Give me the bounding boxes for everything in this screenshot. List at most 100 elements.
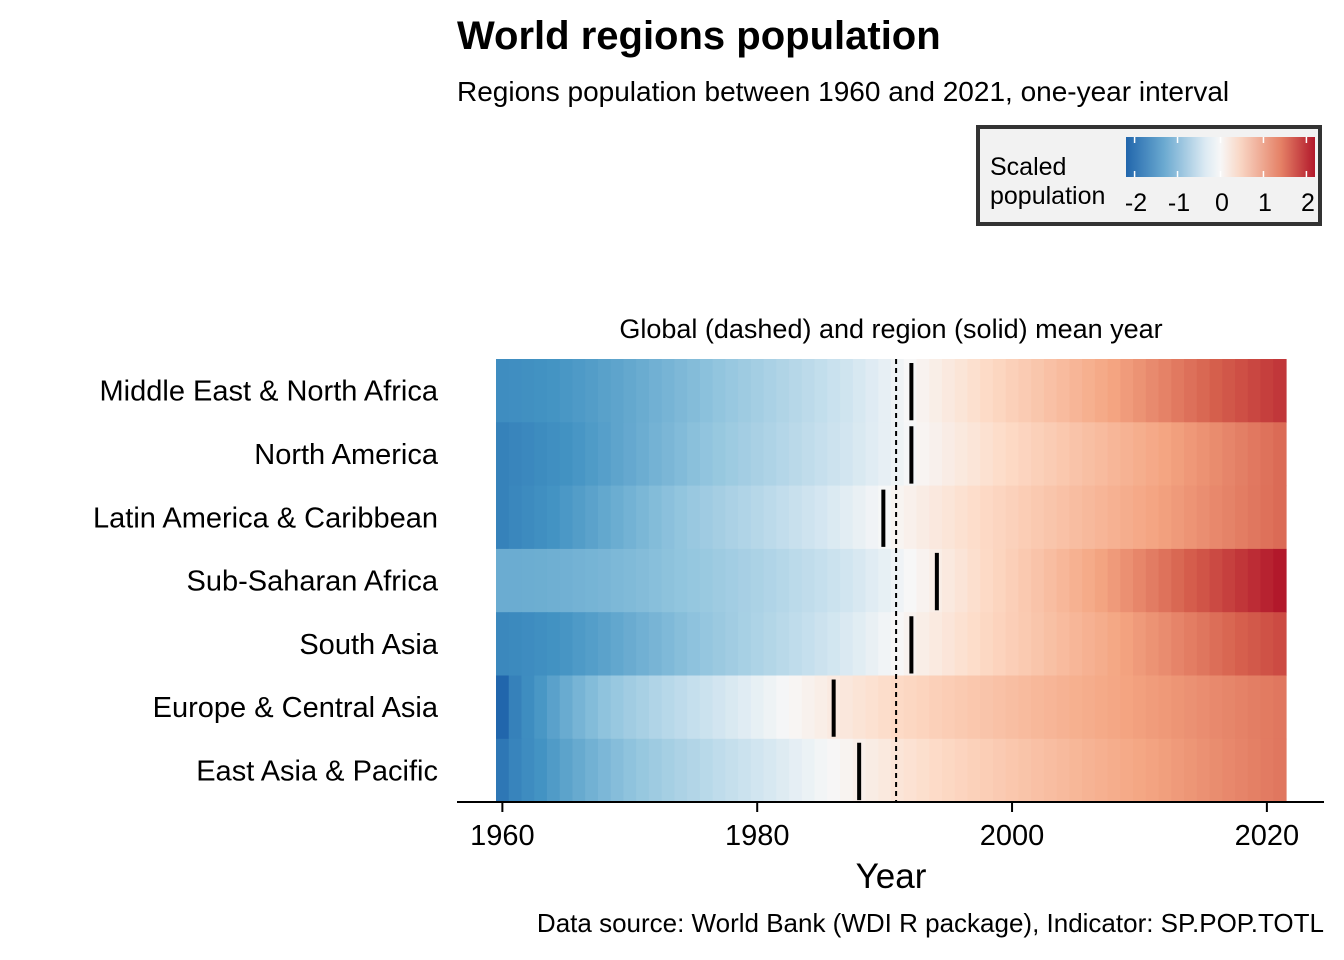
- heatmap-cell: [750, 675, 765, 740]
- heatmap-cell: [1094, 612, 1109, 677]
- heatmap-cell: [1158, 675, 1172, 740]
- heatmap-cell: [623, 612, 637, 677]
- heatmap-cell: [1120, 738, 1134, 803]
- heatmap-cell: [1120, 612, 1134, 677]
- heatmap-cell: [992, 485, 1007, 550]
- heatmap-cell: [980, 675, 994, 740]
- heatmap-cell: [814, 422, 828, 487]
- heatmap-cell: [1209, 738, 1223, 803]
- heatmap-cell: [891, 548, 905, 613]
- heatmap-cell: [725, 612, 739, 677]
- heatmap-cell: [980, 548, 994, 613]
- heatmap-cell: [1120, 548, 1134, 613]
- heatmap-cell: [534, 612, 548, 677]
- heatmap-cell: [559, 675, 574, 740]
- heatmap-cell: [1273, 612, 1287, 677]
- heatmap-cell: [1031, 675, 1045, 740]
- heatmap-cell: [1094, 548, 1109, 613]
- heatmap-cell: [687, 548, 701, 613]
- heatmap-cell: [801, 359, 816, 423]
- heatmap-cell: [967, 738, 981, 803]
- heatmap-cell: [992, 359, 1007, 423]
- heatmap-cell: [1043, 675, 1058, 740]
- heatmap-cell: [572, 485, 586, 550]
- heatmap-cell: [648, 422, 663, 487]
- heatmap-cell: [878, 612, 892, 677]
- heatmap-cell: [699, 548, 714, 613]
- legend-tick-label: 1: [1258, 189, 1272, 217]
- heatmap-cell: [941, 612, 956, 677]
- heatmap-cell: [840, 485, 854, 550]
- heatmap-cell: [508, 675, 523, 740]
- heatmap-cell: [1184, 359, 1198, 423]
- heatmap-cell: [1145, 485, 1160, 550]
- heatmap-cell: [852, 548, 867, 613]
- heatmap-cell: [1222, 738, 1236, 803]
- heatmap-cell: [712, 485, 726, 550]
- heatmap-cell: [852, 485, 867, 550]
- heatmap-cell: [1260, 485, 1274, 550]
- heatmap-cell: [980, 612, 994, 677]
- heatmap-cell: [738, 359, 752, 423]
- legend-colorbar: [1126, 137, 1315, 177]
- legend-tick-label: -2: [1124, 189, 1148, 217]
- heatmap-cell: [636, 485, 650, 550]
- heatmap-cell: [648, 359, 663, 423]
- heatmap-cell: [1043, 548, 1058, 613]
- heatmap-cell: [623, 675, 637, 740]
- heatmap-cell: [967, 548, 981, 613]
- heatmap-cell: [992, 738, 1007, 803]
- heatmap-cell: [763, 612, 777, 677]
- heatmap-cell: [585, 359, 599, 423]
- heatmap-cell: [1235, 485, 1249, 550]
- heatmap-cell: [903, 548, 918, 613]
- heatmap-cell: [827, 612, 841, 677]
- heatmap-cell: [1107, 675, 1121, 740]
- heatmap-cell: [572, 359, 586, 423]
- heatmap-cell: [1235, 738, 1249, 803]
- heatmap-cell: [610, 422, 625, 487]
- heatmap-cell: [763, 738, 777, 803]
- heatmap-cell: [508, 548, 523, 613]
- heatmap-cell: [1069, 485, 1083, 550]
- heatmap-cell: [916, 485, 930, 550]
- heatmap-cell: [572, 422, 586, 487]
- heatmap-cell: [521, 422, 535, 487]
- heatmap-cell: [916, 675, 930, 740]
- heatmap-cell: [1196, 548, 1211, 613]
- heatmap-cell: [496, 675, 510, 740]
- heatmap-cell: [827, 485, 841, 550]
- heatmap-cell: [827, 359, 841, 423]
- x-axis-tick-label: 2000: [980, 820, 1045, 852]
- heatmap-cell: [1133, 612, 1147, 677]
- heatmap-cell: [546, 675, 561, 740]
- heatmap-cell: [801, 485, 816, 550]
- heatmap-cell: [801, 738, 816, 803]
- heatmap-cell: [941, 422, 956, 487]
- chart-title: World regions population: [457, 14, 941, 58]
- legend-tick-label: 2: [1301, 189, 1315, 217]
- heatmap-cell: [929, 359, 943, 423]
- heatmap-cell: [1222, 359, 1236, 423]
- heatmap-cell: [1043, 612, 1058, 677]
- heatmap-cell: [1056, 359, 1070, 423]
- heatmap-cell: [1133, 422, 1147, 487]
- heatmap-cell: [725, 675, 739, 740]
- heatmap-cell: [661, 548, 675, 613]
- heatmap-cell: [1082, 612, 1096, 677]
- heatmap-cell: [776, 485, 790, 550]
- heatmap-cell: [916, 422, 930, 487]
- heatmap-cell: [1145, 675, 1160, 740]
- heatmap-cell: [776, 359, 790, 423]
- heatmap-cell: [610, 548, 625, 613]
- heatmap-cell: [559, 485, 574, 550]
- heatmap-cell: [1171, 485, 1185, 550]
- heatmap-cell: [801, 675, 816, 740]
- heatmap-cell: [750, 548, 765, 613]
- heatmap-cell: [636, 422, 650, 487]
- heatmap-cell: [534, 359, 548, 423]
- legend-title: Scaled population: [990, 153, 1106, 210]
- heatmap-cell: [865, 548, 879, 613]
- heatmap-cell: [738, 675, 752, 740]
- heatmap-cell: [687, 359, 701, 423]
